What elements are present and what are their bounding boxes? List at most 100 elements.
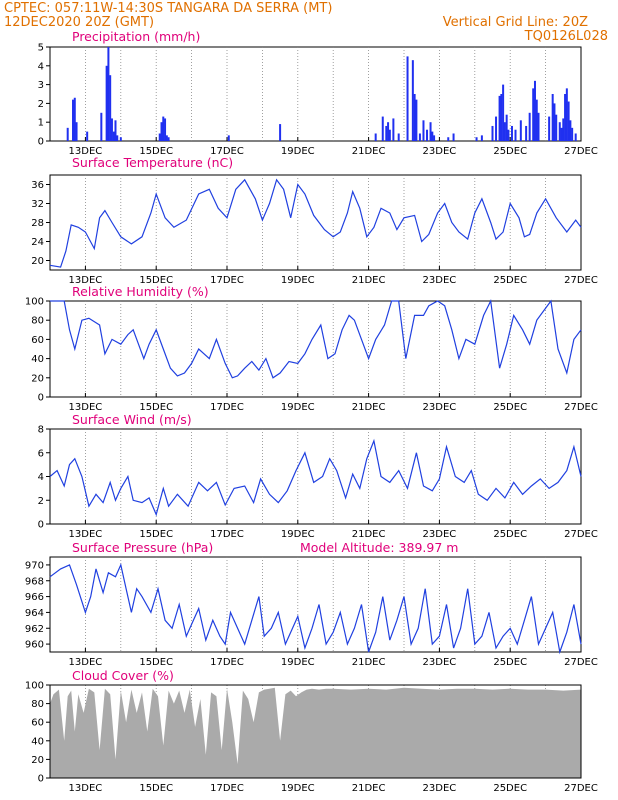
- precip-xtick-label: 27DEC: [564, 146, 598, 157]
- temperature-xtick-label: 25DEC: [493, 275, 527, 286]
- precip-xtick-label: 13DEC: [69, 146, 103, 157]
- precip-bar: [553, 103, 556, 141]
- precip-bar: [569, 120, 572, 141]
- cloud-xtick-label: 21DEC: [352, 783, 386, 794]
- precip-bar: [387, 122, 390, 141]
- precip-ytick-label: 5: [38, 43, 44, 54]
- precip-bar: [525, 125, 528, 141]
- temperature-xtick-label: 27DEC: [564, 275, 598, 286]
- precip-bar: [560, 127, 563, 141]
- precip-bar: [114, 120, 117, 141]
- temperature-title: Surface Temperature (nC): [72, 155, 233, 170]
- precip-bar: [502, 84, 505, 141]
- precip-frame: [49, 46, 582, 142]
- precip-ytick-label: 3: [38, 80, 44, 91]
- pressure-ytick-label: 970: [25, 560, 44, 571]
- precip-ytick-label: 0: [38, 137, 44, 148]
- precip-bar: [452, 133, 455, 141]
- temperature-ytick-label: 20: [31, 256, 44, 267]
- wind-xtick-label: 21DEC: [352, 529, 386, 540]
- humidity-ytick-label: 100: [25, 297, 44, 308]
- humidity-xtick-label: 13DEC: [69, 402, 103, 413]
- pressure-ytick-label: 962: [25, 624, 44, 635]
- humidity-ytick-label: 80: [31, 316, 44, 327]
- precip-bar: [431, 131, 434, 141]
- precip-ytick-label: 2: [38, 99, 44, 110]
- temperature-ytick-label: 24: [31, 237, 44, 248]
- precip-xtick-label: 19DEC: [281, 146, 315, 157]
- pressure-series-line: [49, 562, 582, 655]
- pressure-xtick-label: 21DEC: [352, 657, 386, 668]
- precip-bar: [447, 137, 450, 141]
- precip-bar: [507, 129, 510, 141]
- precip-bar: [415, 99, 418, 141]
- cloud-area: [50, 687, 581, 778]
- temperature-ytick-label: 32: [31, 199, 44, 210]
- temperature-xtick-label: 21DEC: [352, 275, 386, 286]
- wind-ytick-label: 2: [38, 496, 44, 507]
- precip-bar: [72, 99, 75, 141]
- precip-bar: [548, 116, 551, 141]
- cloud-xtick-label: 23DEC: [423, 783, 457, 794]
- humidity-ytick-label: 40: [31, 354, 44, 365]
- pressure-ytick-label: 966: [25, 592, 44, 603]
- cloud-ytick-label: 0: [38, 774, 44, 785]
- precip-bar: [374, 133, 377, 141]
- grid-note: Vertical Grid Line: 20Z: [443, 15, 588, 30]
- cloud-frame-overlay: [49, 684, 582, 779]
- cloud-title: Cloud Cover (%): [72, 668, 174, 683]
- humidity-xtick-label: 19DEC: [281, 402, 315, 413]
- wind-ytick-label: 6: [38, 448, 44, 459]
- precip-bar: [519, 120, 522, 141]
- humidity-title: Relative Humidity (%): [72, 284, 209, 299]
- precip-bar: [475, 137, 478, 141]
- precip-bar: [422, 120, 425, 141]
- cloud-ytick-label: 20: [31, 755, 44, 766]
- wind-xtick-label: 19DEC: [281, 529, 315, 540]
- precip-bar: [571, 127, 574, 141]
- temperature-xtick-label: 17DEC: [210, 275, 244, 286]
- wind-ytick-label: 4: [38, 472, 44, 483]
- precip-bar: [555, 114, 558, 141]
- cloud-xtick-label: 17DEC: [210, 783, 244, 794]
- cloud-xtick-label: 27DEC: [564, 783, 598, 794]
- pressure-title: Surface Pressure (hPa): [72, 540, 213, 555]
- product-code: TQ0126L028: [524, 29, 608, 44]
- precip-xtick-label: 17DEC: [210, 146, 244, 157]
- precip-bar: [167, 137, 170, 141]
- temperature-xtick-label: 19DEC: [281, 275, 315, 286]
- precip-bar: [392, 118, 395, 141]
- precip-bar: [551, 94, 554, 141]
- humidity-xtick-label: 25DEC: [493, 402, 527, 413]
- temperature-series-line: [49, 178, 582, 268]
- precip-bar: [533, 80, 536, 141]
- precip-bar: [491, 125, 494, 141]
- cloud-xtick-label: 19DEC: [281, 783, 315, 794]
- precip-bar: [574, 133, 577, 141]
- pressure-ytick-label: 964: [25, 608, 44, 619]
- precip-bar: [160, 122, 163, 141]
- humidity-ytick-label: 0: [38, 393, 44, 404]
- pressure-xtick-label: 15DEC: [139, 657, 173, 668]
- pressure-ytick-label: 960: [25, 640, 44, 651]
- wind-title: Surface Wind (m/s): [72, 412, 192, 427]
- temperature-xtick-label: 23DEC: [423, 275, 457, 286]
- pressure-xtick-label: 27DEC: [564, 657, 598, 668]
- temperature-ytick-label: 36: [31, 180, 44, 191]
- humidity-series-line: [50, 298, 582, 379]
- station-header: CPTEC: 057:11W-14:30S TANGARA DA SERRA (…: [4, 1, 332, 16]
- wind-ytick-label: 0: [38, 520, 44, 531]
- precip-bar: [109, 75, 112, 141]
- precip-bar: [565, 88, 568, 141]
- precip-bar: [535, 99, 538, 141]
- cloud-xtick-label: 25DEC: [493, 783, 527, 794]
- temperature-frame: [49, 174, 582, 271]
- cloud-ytick-label: 60: [31, 718, 44, 729]
- humidity-xtick-label: 15DEC: [139, 402, 173, 413]
- precip-bar: [75, 122, 78, 141]
- pressure-xtick-label: 23DEC: [423, 657, 457, 668]
- humidity-xtick-label: 27DEC: [564, 402, 598, 413]
- cloud-ytick-label: 100: [25, 681, 44, 692]
- precip-bar: [480, 135, 483, 141]
- precip-bar: [503, 122, 506, 141]
